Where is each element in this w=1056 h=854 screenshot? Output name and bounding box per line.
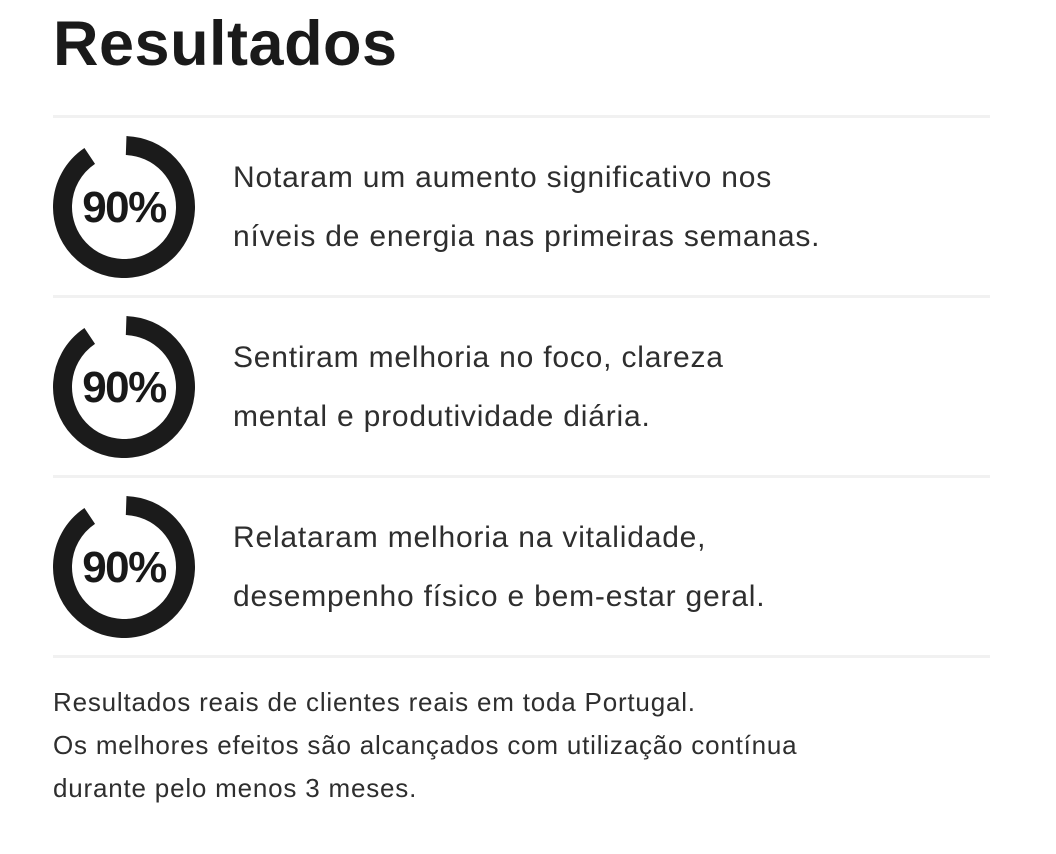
progress-ring-icon xyxy=(53,315,195,458)
progress-percent: 90% xyxy=(82,182,167,232)
result-text-line: desempenho físico e bem-estar geral. xyxy=(233,579,766,613)
progress-ring-icon xyxy=(53,135,195,278)
progress-percent: 90% xyxy=(82,542,167,592)
progress-arc xyxy=(53,135,195,278)
footer-line: Os melhores efeitos são alcançados com u… xyxy=(53,730,798,760)
footer-line: durante pelo menos 3 meses. xyxy=(53,773,418,803)
result-text-line: níveis de energia nas primeiras semanas. xyxy=(233,219,821,253)
result-text-line: Sentiram melhoria no foco, clareza xyxy=(233,340,724,374)
result-text: Notaram um aumento significativo nos nív… xyxy=(233,148,820,266)
footer-note: Resultados reais de clientes reais em to… xyxy=(53,681,990,810)
result-text: Sentiram melhoria no foco, clareza menta… xyxy=(233,328,724,446)
result-text-line: Relataram melhoria na vitalidade, xyxy=(233,520,707,554)
progress-ring-icon xyxy=(53,495,195,638)
progress-ring: 90% xyxy=(53,315,195,458)
progress-arc xyxy=(53,495,195,638)
progress-ring: 90% xyxy=(53,495,195,638)
result-row: 90% Sentiram melhoria no foco, clareza m… xyxy=(53,298,990,478)
result-row: 90% Relataram melhoria na vitalidade, de… xyxy=(53,478,990,658)
footer-line: Resultados reais de clientes reais em to… xyxy=(53,687,696,717)
progress-percent: 90% xyxy=(82,362,167,412)
progress-ring: 90% xyxy=(53,135,195,278)
result-text-line: mental e produtividade diária. xyxy=(233,399,651,433)
result-text-line: Notaram um aumento significativo nos xyxy=(233,160,773,194)
page-title: Resultados xyxy=(53,9,398,79)
result-text: Relataram melhoria na vitalidade, desemp… xyxy=(233,508,765,626)
results-list: 90% Notaram um aumento significativo nos… xyxy=(53,115,990,658)
result-row: 90% Notaram um aumento significativo nos… xyxy=(53,118,990,298)
progress-arc xyxy=(53,315,195,458)
